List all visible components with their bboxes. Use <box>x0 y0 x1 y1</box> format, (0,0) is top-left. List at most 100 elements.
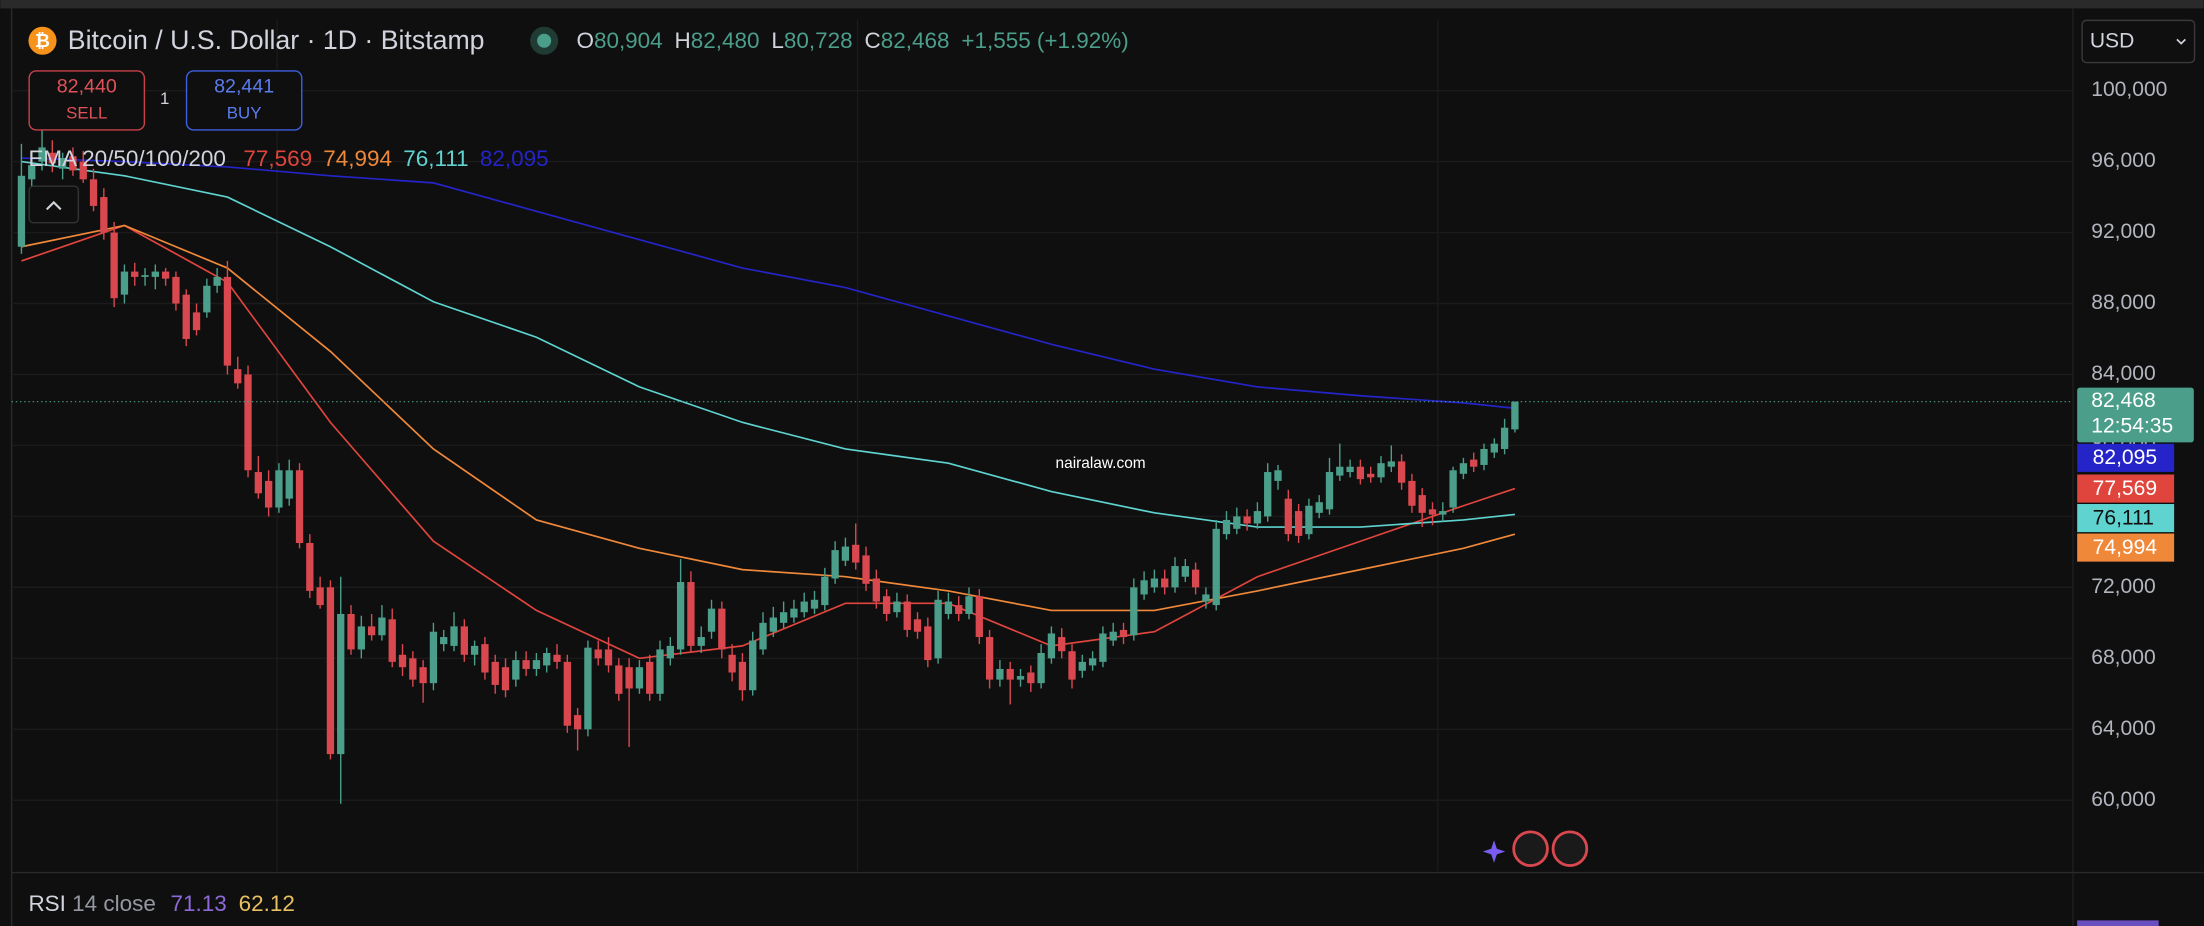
y-tick-label: 92,000 <box>2091 220 2155 243</box>
candle-body <box>28 165 36 180</box>
candle-body <box>58 158 67 169</box>
candle-body <box>749 640 757 691</box>
candle-body <box>666 645 674 659</box>
candle-body <box>481 644 489 673</box>
y-tick-label: 60,000 <box>2091 788 2155 811</box>
candle-body <box>975 596 983 638</box>
candle-body <box>1470 459 1478 467</box>
candle-body <box>275 470 283 508</box>
candle-body <box>738 661 747 691</box>
candle-body <box>1305 505 1313 535</box>
sell-button[interactable] <box>28 70 146 131</box>
candle-body <box>1500 427 1509 449</box>
candle-body <box>1367 473 1375 478</box>
candle-body <box>460 626 468 655</box>
ohlc-legend: O80,904 H82,480 L80,728 C82,468 +1,555 (… <box>576 28 1128 53</box>
candle-body <box>79 161 87 180</box>
candle-body <box>1027 672 1035 684</box>
rsi-badge <box>2077 920 2159 926</box>
candle-body <box>779 612 788 623</box>
candle-body <box>1356 466 1365 480</box>
candle-body <box>1284 498 1292 535</box>
candle-body <box>1212 528 1220 606</box>
candle-body <box>646 661 654 694</box>
candle-body <box>707 608 716 632</box>
candle-body <box>501 667 510 691</box>
candle-body <box>244 374 252 471</box>
candle-body <box>800 601 808 613</box>
ohlc-value: 80,904 <box>594 28 663 53</box>
candle-body <box>141 275 149 277</box>
candle-body <box>470 645 479 655</box>
rsi-value: 62.12 <box>239 891 295 916</box>
candle-body <box>893 601 901 613</box>
candle-body <box>1222 519 1231 535</box>
candle-body <box>89 179 98 206</box>
ohlc-key: L <box>771 28 784 53</box>
rsi-name: RSI <box>28 891 65 916</box>
candle-body <box>934 599 942 659</box>
candle-body <box>924 626 932 661</box>
candle-body <box>1150 578 1159 588</box>
event-icon[interactable] <box>1512 830 1549 867</box>
candle-body <box>1006 668 1014 680</box>
candle-body <box>1274 470 1282 481</box>
symbol-title[interactable]: Bitcoin / U.S. Dollar · 1D · Bitstamp <box>68 25 485 55</box>
buy-button[interactable] <box>185 70 303 131</box>
indicator-value: 74,994 <box>323 146 392 171</box>
sell-price: 82,440 <box>57 75 117 97</box>
candle-body <box>656 649 664 694</box>
indicator-value: 76,111 <box>403 146 468 171</box>
y-tick-label: 72,000 <box>2091 575 2155 598</box>
event-icon[interactable] <box>1551 830 1589 867</box>
candle-body <box>1264 472 1272 517</box>
candle-body <box>687 582 695 646</box>
candle-body <box>635 667 644 689</box>
candle-body <box>172 276 180 304</box>
candle-body <box>419 667 427 684</box>
candle-body <box>1078 661 1086 671</box>
buy-price: 82,441 <box>214 75 274 97</box>
indicator-value: 82,095 <box>480 146 549 171</box>
change: +1,555 (+1.92%) <box>961 28 1128 53</box>
currency: USD <box>2090 30 2134 53</box>
ema-badge <box>2077 504 2175 533</box>
candle-body <box>790 608 798 618</box>
candle-body <box>1047 633 1056 659</box>
last-price-badge <box>2077 387 2194 443</box>
status-dot <box>537 33 552 48</box>
candle-body <box>697 637 705 646</box>
candle-body <box>831 550 839 579</box>
candle-body <box>409 658 417 680</box>
indicator-name: EMA 20/50/100/200 <box>28 146 225 171</box>
candle-body <box>1233 516 1241 529</box>
candle-body <box>1449 470 1457 508</box>
candle-body <box>543 652 551 666</box>
y-tick-label: 68,000 <box>2091 646 2155 669</box>
collapse-icon <box>45 200 62 211</box>
candle-body <box>264 480 273 508</box>
candle-body <box>1058 637 1066 652</box>
candle-body <box>625 667 633 689</box>
event-icon[interactable] <box>1482 840 1506 863</box>
candle-body <box>1171 566 1179 588</box>
candle-body <box>1325 472 1334 510</box>
candle-body <box>131 271 139 277</box>
candle-body <box>1181 566 1189 577</box>
collapse-button[interactable] <box>28 185 80 224</box>
candle-body <box>213 276 221 286</box>
candle-body <box>1109 631 1117 641</box>
candle-body <box>1408 480 1416 506</box>
candle-body <box>996 668 1004 680</box>
candle-body <box>337 613 345 755</box>
currency-select[interactable] <box>2081 19 2196 64</box>
candle-body <box>316 587 324 606</box>
indicator-legend[interactable]: EMA 20/50/100/200 77,569 74,994 76,111 82,0… <box>28 146 548 171</box>
candle-body <box>1243 516 1251 524</box>
candle-body <box>161 271 170 279</box>
candle-body <box>512 660 520 680</box>
candle-body <box>553 654 561 662</box>
rsi-value: 71.13 <box>171 891 227 916</box>
countdown: 12:54:35 <box>2091 415 2173 438</box>
